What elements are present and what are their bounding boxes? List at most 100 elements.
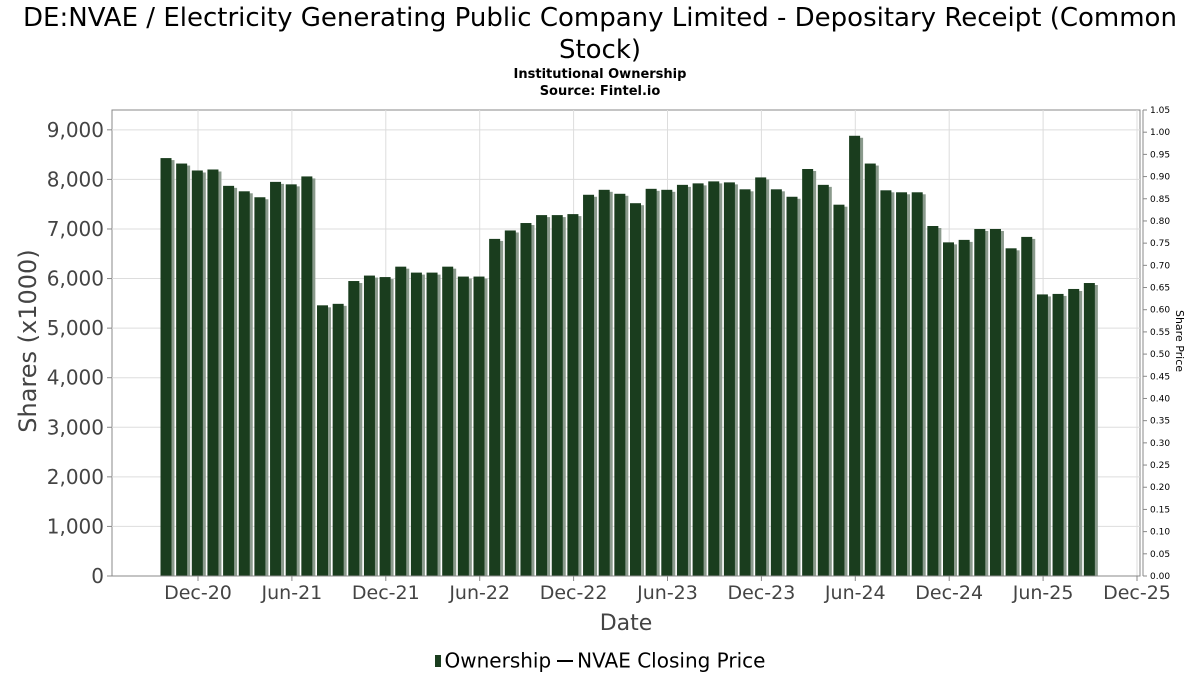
ownership-bar <box>176 163 191 577</box>
ownership-bar <box>583 194 598 576</box>
ownership-bar-face <box>301 176 313 576</box>
y2-tick-label: 0.85 <box>1150 195 1170 205</box>
x-axis: Dec-20 Jun-21 Dec-21 Jun-22 Dec-22 Jun-23 Dec-… <box>112 575 1171 604</box>
x-axis-label: Date <box>600 611 653 636</box>
y2-tick-label: 0.10 <box>1150 528 1170 538</box>
y2-tick-label: 0.80 <box>1150 217 1170 227</box>
ownership-bar <box>238 191 253 576</box>
ownership-bar-face <box>645 188 657 576</box>
y2-tick-label: 0.55 <box>1150 328 1170 338</box>
ownership-bar-face <box>410 272 422 576</box>
y-axis-left: 0 1,000 2,000 3,000 4,000 5,000 6,000 7,000 8,00… <box>47 118 112 588</box>
ownership-bar <box>676 184 691 576</box>
ownership-bar <box>896 192 911 576</box>
ownership-bar-face <box>708 181 720 576</box>
y2-tick-label: 1.00 <box>1150 128 1170 138</box>
ownership-bar <box>567 214 582 576</box>
ownership-bar-face <box>864 163 876 577</box>
x-tick-label: Dec-20 <box>164 582 232 604</box>
x-tick-label: Jun-21 <box>261 582 323 604</box>
ownership-bar-face <box>348 281 360 576</box>
ownership-bar <box>1005 248 1020 577</box>
ownership-bar <box>1021 236 1036 576</box>
ownership-bar-face <box>254 197 266 576</box>
ownership-bar-face <box>363 275 375 576</box>
y-tick-label: 0 <box>91 564 104 588</box>
ownership-bar <box>630 203 644 576</box>
y2-tick-label: 0.15 <box>1150 505 1170 515</box>
ownership-bar-face <box>943 242 954 576</box>
ownership-bar-face <box>833 204 845 576</box>
ownership-bar <box>285 184 300 577</box>
x-tick-label: Dec-22 <box>540 582 608 604</box>
ownership-bar <box>661 189 676 577</box>
ownership-bar-face <box>457 276 469 576</box>
ownership-bar <box>911 192 926 576</box>
ownership-bar <box>927 226 942 576</box>
ownership-bar-face <box>1052 293 1064 576</box>
ownership-bar-face <box>958 239 970 576</box>
y-tick-label: 7,000 <box>47 217 104 241</box>
ownership-bar <box>1036 294 1051 576</box>
x-tick-label: Jun-24 <box>824 582 886 604</box>
ownership-bar <box>426 272 441 576</box>
ownership-bar <box>989 228 1004 576</box>
y-tick-label: 6,000 <box>47 267 104 291</box>
ownership-bar-face <box>614 193 626 576</box>
y2-tick-label: 0.20 <box>1150 483 1170 493</box>
ownership-bar-face <box>770 189 782 576</box>
ownership-bar-face <box>489 238 501 576</box>
ownership-bar <box>332 303 347 576</box>
ownership-bar-face <box>1068 288 1080 576</box>
y2-tick-label: 0.30 <box>1150 439 1170 449</box>
ownership-bar <box>849 135 864 576</box>
ownership-bar-face <box>661 189 673 577</box>
ownership-bar <box>755 177 770 577</box>
ownership-bar-face <box>395 266 407 576</box>
ownership-bar <box>395 266 410 576</box>
ownership-bar-face <box>880 190 892 576</box>
ownership-bar <box>880 190 895 576</box>
legend: Ownership NVAE Closing Price <box>0 646 1200 674</box>
ownership-bar-face <box>473 276 485 576</box>
ownership-bar-face <box>567 214 579 576</box>
ownership-bar <box>1083 283 1098 576</box>
y-tick-label: 8,000 <box>47 167 104 191</box>
ownership-bar-face <box>755 177 767 577</box>
y-tick-label: 3,000 <box>47 415 104 439</box>
y2-tick-label: 0.60 <box>1150 306 1170 316</box>
ownership-bar-face <box>1036 294 1048 576</box>
x-tick-label: Dec-21 <box>352 582 420 604</box>
chart-title: DE:NVAE / Electricity Generating Public … <box>23 3 1177 65</box>
ownership-bar <box>1052 293 1067 576</box>
ownership-bar-face <box>1005 248 1017 577</box>
ownership-bar <box>802 168 817 576</box>
ownership-bar-face <box>504 230 516 577</box>
ownership-bar <box>473 276 488 576</box>
y2-tick-label: 0.00 <box>1150 572 1170 582</box>
x-tick-label: Jun-25 <box>1012 582 1074 604</box>
ownership-bar-face <box>598 189 610 577</box>
ownership-bar <box>457 276 472 576</box>
ownership-bar-face <box>583 194 595 576</box>
ownership-bar <box>379 277 394 576</box>
bar-series <box>160 135 1098 577</box>
y2-tick-label: 0.95 <box>1150 150 1170 160</box>
ownership-bar-face <box>896 192 908 576</box>
x-tick-label: Dec-24 <box>915 582 983 604</box>
ownership-bar-face <box>520 223 532 576</box>
ownership-bar-face <box>551 215 563 576</box>
ownership-bar-face <box>536 215 548 576</box>
y-axis-label: Shares (x1000) <box>14 249 42 432</box>
y2-tick-label: 0.40 <box>1150 394 1170 404</box>
ownership-bar <box>864 163 879 577</box>
ownership-bar-face <box>927 226 939 576</box>
ownership-bar-face <box>223 185 235 576</box>
y-tick-label: 5,000 <box>47 316 104 340</box>
y2-tick-label: 0.05 <box>1150 550 1170 560</box>
y-tick-label: 2,000 <box>47 465 104 489</box>
y2-tick-label: 0.90 <box>1150 173 1170 183</box>
legend-ownership-label: Ownership <box>444 648 552 673</box>
ownership-bar <box>254 197 269 576</box>
ownership-bar <box>723 182 738 576</box>
